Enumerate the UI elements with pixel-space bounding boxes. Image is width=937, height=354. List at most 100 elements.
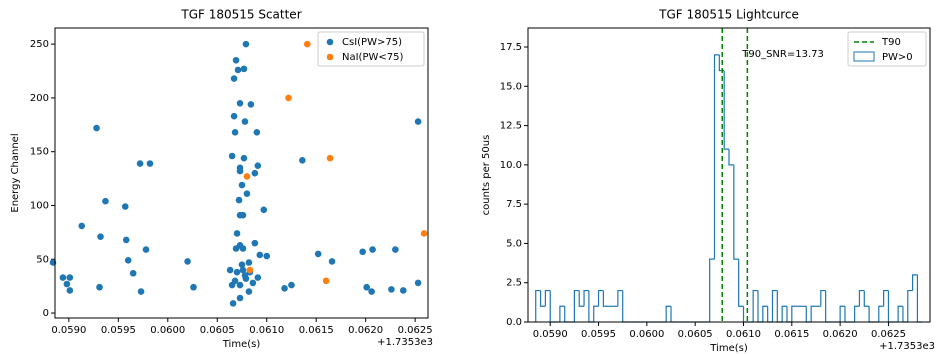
scatter-point bbox=[251, 239, 259, 247]
x-offset-label: +1.7353e3 bbox=[879, 341, 935, 352]
scatter-point bbox=[245, 288, 253, 295]
plot-area bbox=[535, 28, 923, 323]
y-tick-label: 2.5 bbox=[506, 278, 522, 289]
scatter-point bbox=[322, 277, 330, 285]
scatter-point bbox=[122, 236, 130, 244]
x-tick-label: 0.0610 bbox=[726, 329, 761, 340]
x-tick-label: 0.0615 bbox=[774, 329, 809, 340]
scatter-point bbox=[232, 245, 240, 252]
histogram-step bbox=[723, 70, 729, 150]
histogram-step bbox=[912, 274, 918, 291]
legend-box bbox=[317, 31, 425, 67]
y-tick-label: 15.0 bbox=[500, 81, 522, 92]
scatter-point bbox=[420, 230, 428, 237]
scatter-point bbox=[303, 40, 311, 48]
scatter-point bbox=[96, 283, 103, 291]
scatter-point bbox=[256, 251, 264, 259]
histogram-step bbox=[733, 164, 739, 260]
scatter-point bbox=[241, 118, 249, 125]
histogram-step bbox=[858, 289, 865, 307]
y-tick-label: 10.0 bbox=[500, 160, 522, 171]
scatter-point bbox=[281, 285, 288, 292]
histogram-step bbox=[713, 54, 720, 260]
scatter-point bbox=[288, 281, 295, 289]
x-tick-label: 0.0605 bbox=[678, 329, 713, 340]
y-tick-label: 150 bbox=[30, 147, 49, 158]
histogram-step bbox=[738, 259, 744, 307]
histogram-step bbox=[767, 306, 773, 323]
histogram-step bbox=[902, 306, 908, 323]
scatter-point bbox=[240, 65, 248, 73]
scatter-point bbox=[245, 259, 253, 266]
legend-label: NaI(PW<75) bbox=[342, 52, 403, 63]
histogram-step bbox=[588, 290, 594, 323]
histogram-step bbox=[887, 290, 894, 323]
y-tick-label: 5.0 bbox=[506, 238, 522, 249]
histogram-step bbox=[597, 289, 604, 307]
histogram-step bbox=[791, 305, 797, 322]
scatter-point bbox=[184, 258, 191, 265]
histogram-step bbox=[771, 289, 778, 322]
y-tick-label: 200 bbox=[30, 93, 49, 104]
scatter-point bbox=[236, 167, 244, 175]
scatter-point bbox=[129, 269, 137, 277]
histogram-step bbox=[539, 290, 546, 307]
histogram-step bbox=[854, 305, 860, 322]
histogram-step bbox=[810, 305, 816, 322]
scatter-point bbox=[124, 257, 132, 264]
scatter-point bbox=[59, 274, 67, 281]
x-tick-label: 0.0625 bbox=[871, 329, 906, 340]
histogram-step bbox=[820, 289, 826, 307]
x-tick-label: 0.0605 bbox=[200, 325, 235, 336]
scatter-point bbox=[314, 250, 322, 258]
x-axis-label: Time(s) bbox=[709, 343, 748, 354]
scatter-point bbox=[97, 233, 104, 240]
scatter-point bbox=[253, 129, 261, 136]
histogram-step bbox=[622, 290, 628, 323]
scatter-point bbox=[285, 94, 292, 102]
scatter-point bbox=[142, 246, 150, 253]
scatter-point bbox=[226, 266, 234, 274]
histogram-step bbox=[573, 289, 580, 322]
y-tick-label: 7.5 bbox=[506, 199, 522, 210]
scatter-point bbox=[363, 283, 370, 291]
scatter-point bbox=[231, 277, 239, 285]
chart-title: TGF 180515 Scatter bbox=[180, 8, 301, 22]
axes-frame bbox=[54, 27, 429, 319]
histogram-step bbox=[776, 290, 783, 323]
x-offset-label: +1.7353e3 bbox=[377, 337, 433, 348]
histogram-step bbox=[564, 306, 570, 323]
y-tick-label: 12.5 bbox=[500, 121, 522, 132]
histogram-step bbox=[781, 305, 787, 322]
legend-marker bbox=[326, 53, 334, 61]
scatter-point bbox=[102, 197, 109, 205]
scatter-point bbox=[326, 154, 334, 162]
histogram-step bbox=[617, 289, 623, 307]
scatter-point bbox=[238, 261, 246, 268]
scatter-point bbox=[231, 129, 239, 136]
histogram-step bbox=[670, 306, 676, 323]
legend-label: CsI(PW>75) bbox=[342, 37, 402, 48]
histogram-step bbox=[863, 290, 870, 307]
y-tick-label: 50 bbox=[36, 254, 49, 265]
y-tick-label: 0 bbox=[43, 308, 49, 319]
scatter-point bbox=[368, 288, 375, 295]
x-tick-label: 0.0620 bbox=[348, 325, 383, 336]
annotation: T90_SNR=13.73 bbox=[741, 49, 824, 60]
scatter-point bbox=[399, 287, 407, 294]
scatter-point bbox=[190, 283, 197, 291]
scatter-point bbox=[230, 112, 238, 120]
histogram-step bbox=[844, 306, 850, 323]
y-axis-label: counts per 50us bbox=[481, 135, 492, 216]
histogram-step bbox=[839, 305, 845, 322]
scatter-point bbox=[246, 266, 254, 274]
scatter-point bbox=[260, 206, 268, 214]
scatter-point bbox=[251, 169, 259, 177]
scatter-point bbox=[235, 196, 243, 204]
scatter-point bbox=[146, 160, 154, 167]
scatter-point bbox=[93, 124, 100, 132]
scatter-point bbox=[392, 246, 399, 253]
scatter-point bbox=[254, 162, 262, 169]
histogram-step bbox=[786, 306, 792, 323]
